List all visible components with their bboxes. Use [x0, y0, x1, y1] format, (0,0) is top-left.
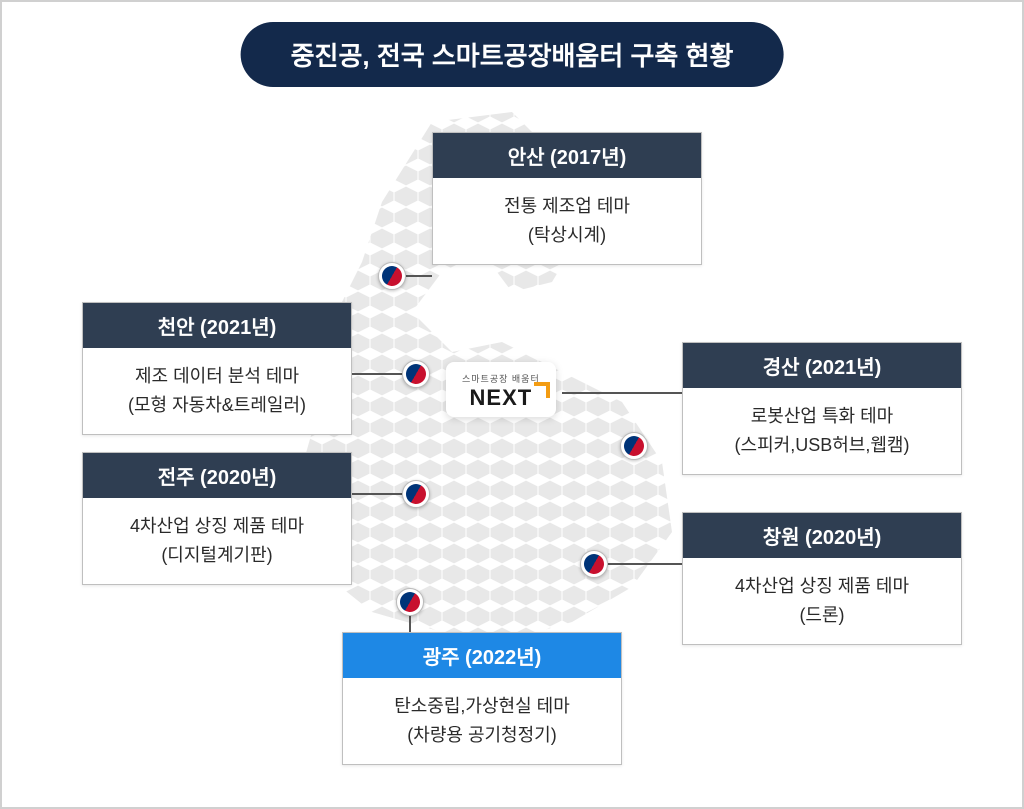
marker-jeonju: [402, 480, 430, 508]
info-box-gwangju: 광주 (2022년)탄소중립,가상현실 테마(차량용 공기청정기): [342, 632, 622, 765]
info-body-line1-cheonan: 제조 데이터 분석 테마: [95, 362, 339, 391]
info-body-gyeongsan: 로봇산업 특화 테마(스피커,USB허브,웹캠): [683, 388, 961, 474]
info-body-line1-ansan: 전통 제조업 테마: [445, 192, 689, 221]
info-body-line2-cheonan: (모형 자동차&트레일러): [95, 391, 339, 420]
page-title: 중진공, 전국 스마트공장배움터 구축 현황: [241, 22, 784, 87]
marker-cheonan: [402, 360, 430, 388]
marker-changwon: [580, 550, 608, 578]
info-body-jeonju: 4차산업 상징 제품 테마(디지털계기판): [83, 498, 351, 584]
info-body-changwon: 4차산업 상징 제품 테마(드론): [683, 558, 961, 644]
logo-main: NEXT: [462, 385, 540, 411]
info-box-cheonan: 천안 (2021년)제조 데이터 분석 테마(모형 자동차&트레일러): [82, 302, 352, 435]
info-header-jeonju: 전주 (2020년): [83, 453, 351, 498]
diagram-canvas: 중진공, 전국 스마트공장배움터 구축 현황 스마트공장 배움터 NEXT 안산…: [0, 0, 1024, 809]
info-header-changwon: 창원 (2020년): [683, 513, 961, 558]
connector-gwangju: [409, 616, 411, 632]
connector-ansan: [406, 275, 432, 277]
info-header-ansan: 안산 (2017년): [433, 133, 701, 178]
info-body-line2-ansan: (탁상시계): [445, 221, 689, 250]
connector-cheonan: [352, 373, 402, 375]
info-body-line2-gwangju: (차량용 공기청정기): [355, 721, 609, 750]
info-header-gyeongsan: 경산 (2021년): [683, 343, 961, 388]
info-box-gyeongsan: 경산 (2021년)로봇산업 특화 테마(스피커,USB허브,웹캠): [682, 342, 962, 475]
connector-jeonju: [352, 493, 402, 495]
marker-gyeongsan: [620, 432, 648, 460]
info-box-changwon: 창원 (2020년)4차산업 상징 제품 테마(드론): [682, 512, 962, 645]
info-body-gwangju: 탄소중립,가상현실 테마(차량용 공기청정기): [343, 678, 621, 764]
connector-changwon: [608, 563, 682, 565]
info-body-cheonan: 제조 데이터 분석 테마(모형 자동차&트레일러): [83, 348, 351, 434]
connector-gyeongsan: [562, 392, 682, 394]
info-body-line1-gwangju: 탄소중립,가상현실 테마: [355, 692, 609, 721]
marker-ansan: [378, 262, 406, 290]
info-body-line2-jeonju: (디지털계기판): [95, 541, 339, 570]
info-body-line1-gyeongsan: 로봇산업 특화 테마: [695, 402, 949, 431]
info-body-line2-changwon: (드론): [695, 601, 949, 630]
info-header-gwangju: 광주 (2022년): [343, 633, 621, 678]
info-box-ansan: 안산 (2017년)전통 제조업 테마(탁상시계): [432, 132, 702, 265]
info-header-cheonan: 천안 (2021년): [83, 303, 351, 348]
logo-subtitle: 스마트공장 배움터: [462, 372, 540, 385]
info-box-jeonju: 전주 (2020년)4차산업 상징 제품 테마(디지털계기판): [82, 452, 352, 585]
marker-gwangju: [396, 588, 424, 616]
center-logo: 스마트공장 배움터 NEXT: [446, 362, 556, 417]
info-body-line1-jeonju: 4차산업 상징 제품 테마: [95, 512, 339, 541]
info-body-line1-changwon: 4차산업 상징 제품 테마: [695, 572, 949, 601]
info-body-ansan: 전통 제조업 테마(탁상시계): [433, 178, 701, 264]
info-body-line2-gyeongsan: (스피커,USB허브,웹캠): [695, 431, 949, 460]
